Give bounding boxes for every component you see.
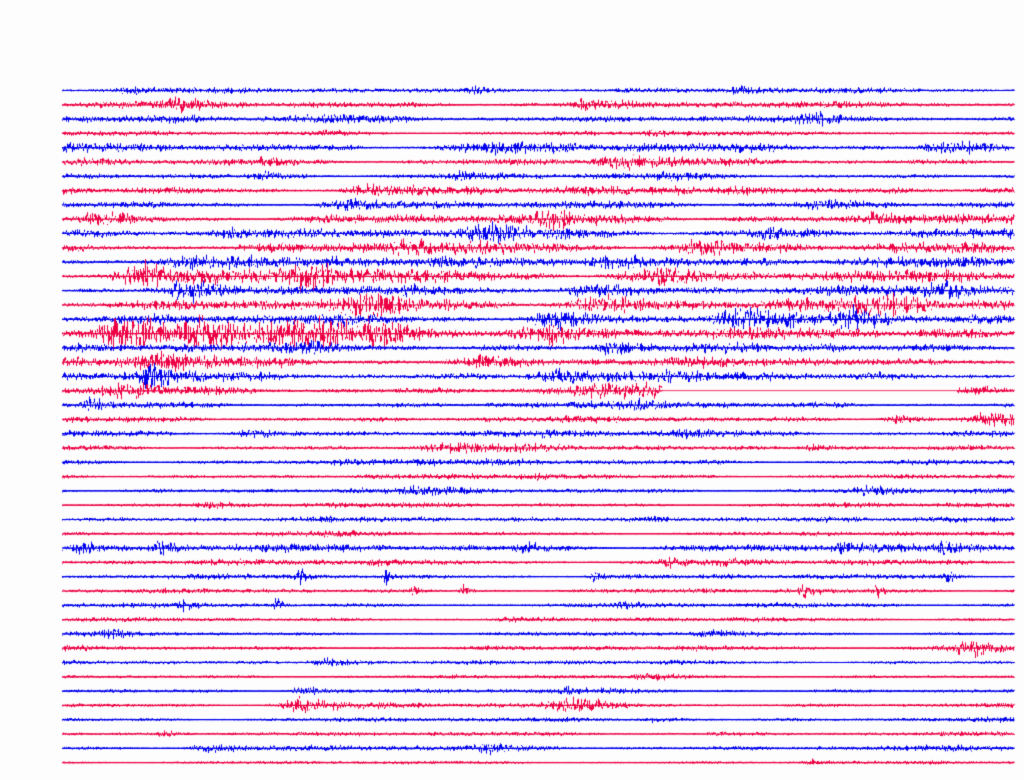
helicorder-page: HT Litochorio (Katerini) Applied filter:… — [0, 0, 1024, 780]
seismogram-traces — [0, 0, 1024, 780]
